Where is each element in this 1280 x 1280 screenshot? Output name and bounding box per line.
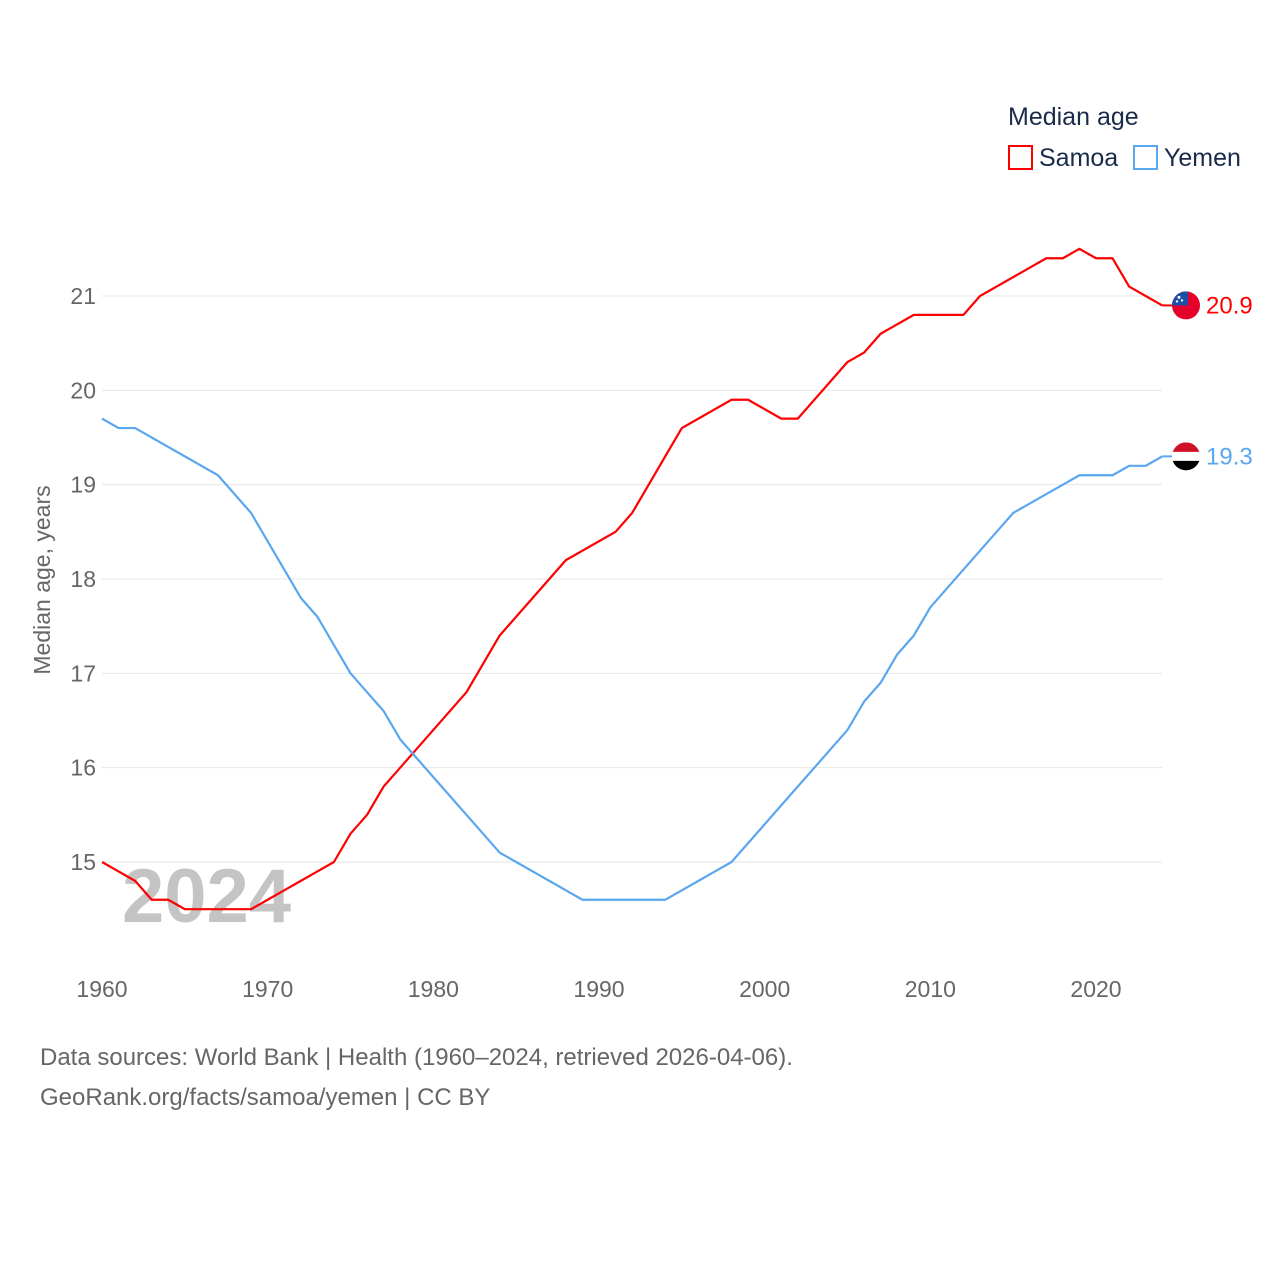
samoa-flag-icon — [1172, 291, 1200, 320]
yemen-flag-icon — [1172, 442, 1200, 471]
x-tick-label: 1960 — [76, 976, 127, 1002]
y-tick-label: 20 — [70, 377, 96, 403]
series-line-samoa — [101, 247, 1163, 911]
x-tick-label: 1980 — [408, 976, 459, 1002]
x-tick-label: 1970 — [242, 976, 293, 1002]
y-tick-label: 21 — [70, 283, 96, 309]
y-tick-label: 15 — [70, 849, 96, 875]
y-tick-label: 19 — [70, 472, 96, 498]
end-value-label: 20.9 — [1206, 292, 1253, 319]
end-value-label: 19.3 — [1206, 443, 1253, 470]
y-tick-label: 18 — [70, 566, 96, 592]
legend-swatch — [1008, 145, 1033, 170]
legend-item-yemen[interactable]: Yemen — [1164, 144, 1241, 172]
attribution-link[interactable]: GeoRank.org/facts/samoa/yemen | CC BY — [40, 1084, 491, 1111]
legend-item-samoa[interactable]: Samoa — [1039, 144, 1118, 172]
legend-title: Median age — [1008, 103, 1139, 131]
x-tick-label: 1990 — [573, 976, 624, 1002]
y-tick-label: 17 — [70, 660, 96, 686]
x-tick-label: 2000 — [739, 976, 790, 1002]
data-source-text: Data sources: World Bank | Health (1960–… — [40, 1044, 793, 1071]
y-tick-label: 16 — [70, 755, 96, 781]
series-line-yemen — [101, 417, 1163, 901]
y-axis-label: Median age, years — [29, 485, 55, 674]
year-watermark: 2024 — [122, 854, 291, 939]
x-tick-label: 2010 — [905, 976, 956, 1002]
legend-swatch — [1133, 145, 1158, 170]
x-tick-label: 2020 — [1070, 976, 1121, 1002]
